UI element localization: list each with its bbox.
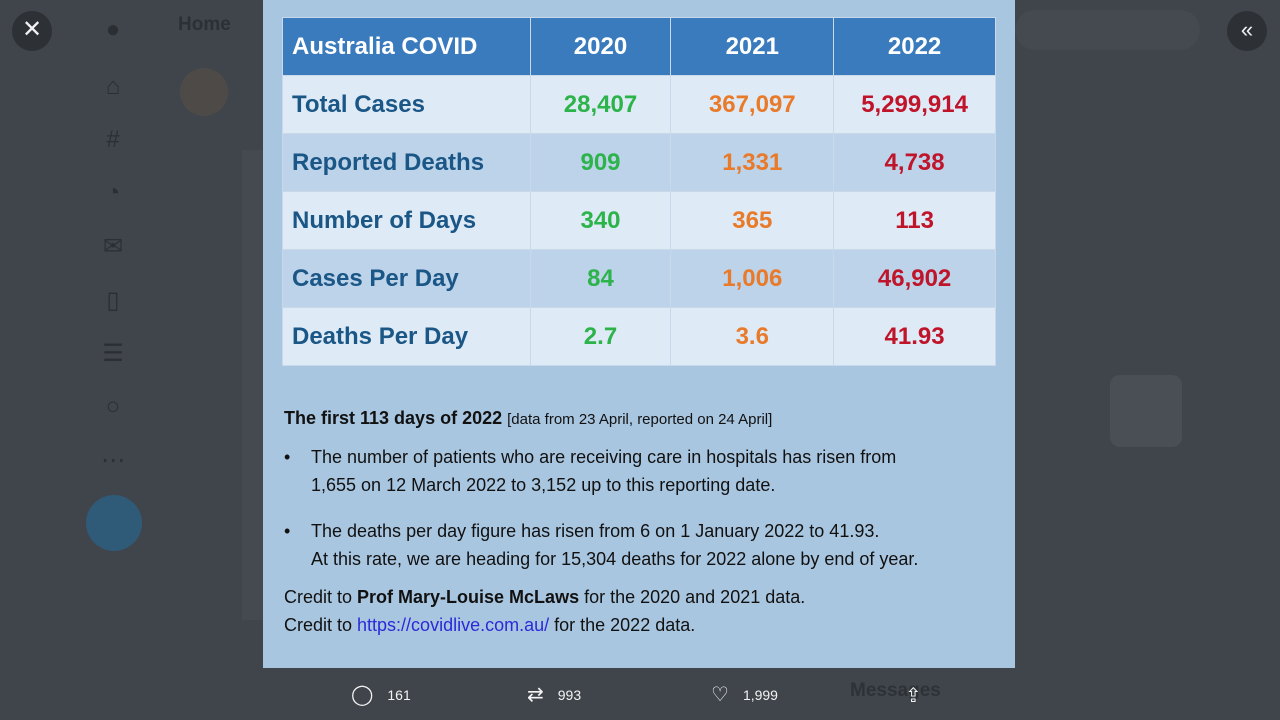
bullet-hospital: • The number of patients who are receivi… — [284, 443, 1004, 499]
bookmarks-icon: ▯ — [106, 287, 120, 314]
cell-2020: 340 — [529, 191, 672, 250]
cell-2021: 365 — [670, 191, 835, 250]
notes-heading-bold: The first 113 days of 2022 — [284, 408, 503, 428]
table-row: Total Cases 28,407 367,097 5,299,914 — [282, 75, 996, 134]
cell-2021: 367,097 — [670, 75, 835, 134]
table-header: 2021 — [670, 17, 835, 76]
cell-2022: 113 — [833, 191, 996, 250]
bullet-line: 1,655 on 12 March 2022 to 3,152 up to th… — [311, 475, 776, 495]
cell-2022: 46,902 — [833, 249, 996, 308]
cell-2020: 84 — [529, 249, 672, 308]
table-header: 2022 — [833, 17, 996, 76]
retweet-count: 993 — [557, 687, 582, 703]
tweet-image: Australia COVID 2020 2021 2022 Total Cas… — [263, 0, 1015, 668]
background-nav: ● ⌂ # ◔ ✉ ▯ ☰ ○ ⋯ — [0, 0, 160, 720]
row-label: Deaths Per Day — [282, 307, 531, 366]
heart-icon: ♡ — [711, 684, 729, 706]
profile-icon: ○ — [105, 393, 121, 420]
expand-panel-button[interactable]: « — [1227, 11, 1267, 51]
reply-button[interactable]: ◯ 161 — [351, 682, 411, 708]
table-row: Reported Deaths 909 1,331 4,738 — [282, 133, 996, 192]
bullet-dot-icon: • — [284, 521, 291, 541]
table-row: Deaths Per Day 2.7 3.6 41.93 — [282, 307, 996, 366]
retweet-icon: ⇄ — [527, 684, 544, 706]
more-icon: ⋯ — [101, 447, 125, 474]
bullet-line: The deaths per day figure has risen from… — [311, 521, 880, 541]
bullet-line: At this rate, we are heading for 15,304 … — [311, 549, 919, 569]
compose-button — [86, 495, 142, 551]
cell-2020: 909 — [529, 133, 672, 192]
bullet-deaths: • The deaths per day figure has risen fr… — [284, 517, 1004, 573]
credit-name: Prof Mary-Louise McLaws — [357, 587, 580, 607]
tweet-actions: ◯ 161 ⇄ 993 ♡ 1,999 — [0, 682, 1280, 708]
credit-line: Credit to https://covidlive.com.au/ for … — [284, 615, 696, 635]
cell-2022: 41.93 — [833, 307, 996, 366]
table-row: Cases Per Day 84 1,006 46,902 — [282, 249, 996, 308]
cell-2021: 3.6 — [670, 307, 835, 366]
reply-icon: ◯ — [351, 684, 374, 706]
home-icon: ⌂ — [105, 73, 121, 100]
messages-drawer-title: Messages — [850, 680, 941, 701]
covid-table: Australia COVID 2020 2021 2022 Total Cas… — [282, 17, 996, 366]
credit-line: Credit to Prof Mary-Louise McLaws for th… — [284, 587, 806, 607]
share-icon[interactable]: ⇪ — [905, 685, 922, 707]
home-title: Home — [178, 14, 231, 35]
row-label: Total Cases — [282, 75, 531, 134]
table-row: Number of Days 340 365 113 — [282, 191, 996, 250]
notifications-icon: ◔ — [105, 179, 121, 206]
bullet-dot-icon: • — [284, 447, 291, 467]
like-count: 1,999 — [742, 687, 778, 703]
lists-icon: ☰ — [102, 340, 124, 367]
row-label: Reported Deaths — [282, 133, 531, 192]
avatar — [180, 68, 228, 116]
notes-section: The first 113 days of 2022 [data from 23… — [284, 404, 1004, 639]
bullet-line: The number of patients who are receiving… — [311, 447, 897, 467]
messages-icon: ✉ — [102, 233, 124, 260]
table-header: 2020 — [529, 17, 672, 76]
reply-count: 161 — [387, 687, 411, 703]
retweet-button[interactable]: ⇄ 993 — [527, 682, 581, 708]
notes-heading: The first 113 days of 2022 [data from 23… — [284, 404, 1004, 434]
twitter-logo-icon: ● — [105, 16, 121, 43]
cell-2022: 5,299,914 — [833, 75, 996, 134]
explore-icon: # — [106, 126, 120, 153]
cell-2020: 28,407 — [529, 75, 672, 134]
search-input — [1015, 10, 1200, 50]
covidlive-link[interactable]: https://covidlive.com.au/ — [357, 615, 550, 635]
cell-2021: 1,006 — [670, 249, 835, 308]
notes-heading-source: [data from 23 April, reported on 24 Apri… — [507, 411, 773, 428]
feed-panel — [242, 150, 264, 620]
trend-thumbnail — [1110, 375, 1182, 447]
cell-2020: 2.7 — [529, 307, 672, 366]
table-header: Australia COVID — [282, 17, 531, 76]
cell-2022: 4,738 — [833, 133, 996, 192]
row-label: Cases Per Day — [282, 249, 531, 308]
credits: Credit to Prof Mary-Louise McLaws for th… — [284, 583, 1004, 639]
like-button[interactable]: ♡ 1,999 — [711, 682, 778, 708]
close-button[interactable]: ✕ — [12, 11, 52, 51]
cell-2021: 1,331 — [670, 133, 835, 192]
row-label: Number of Days — [282, 191, 531, 250]
